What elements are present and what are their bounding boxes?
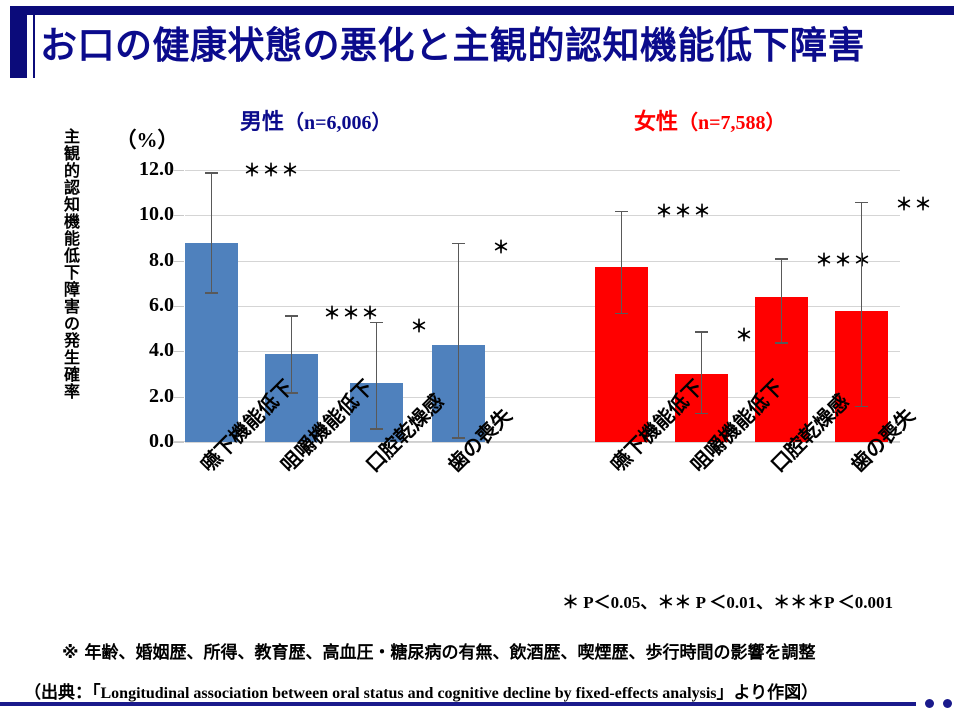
error-bar [290,315,293,393]
significance-marker: ＊ [410,316,430,336]
y-axis-tick [173,351,184,353]
chart-gridline [185,215,900,217]
source-note: （出典：「Longitudinal association between or… [24,678,818,703]
y-axis-tick-label: 6.0 [149,294,174,316]
chart-plot-area: ＊＊＊＊＊＊＊＊＊＊＊＊＊＊＊＊＊＊＊ [173,161,932,443]
significance-marker: ＊＊＊ [815,251,873,271]
error-bar-cap-lower [775,342,788,344]
error-bar-cap-lower [370,428,383,430]
y-axis-title: 主観的認知機能低下障害の発生確率 [63,127,80,401]
chart-gridline [185,306,900,307]
y-axis-tick-label: 8.0 [149,248,174,271]
error-bar-cap-lower [695,412,708,415]
error-bar [375,321,378,429]
chart-gridline [185,396,900,398]
chart-gridline [185,351,900,353]
p-value-legend: ＊ P＜0.05、＊＊ P ＜0.01、＊＊＊P ＜0.001 [562,593,894,612]
footer-dot-icon [925,699,934,708]
error-bar-cap-lower [615,312,628,315]
group-header-female-label: 女性 [634,110,679,135]
error-bar-cap-upper [205,172,218,174]
error-bar-cap-lower [855,405,868,408]
error-bar-cap-upper [452,242,465,245]
y-axis-tick [173,442,184,443]
footer-rule [0,702,916,706]
y-axis-tick [173,170,184,171]
source-prefix: （出典：「 [24,683,101,702]
page-title: お口の健康状態の悪化と主観的認知機能低下障害 [40,24,865,67]
error-bar-cap-lower [452,437,465,440]
footer-dot-icon [943,699,952,708]
y-axis-tick-label: 0.0 [149,430,174,452]
chart-gridline [185,442,900,443]
significance-marker: ＊＊＊ [655,201,713,221]
error-bar-cap-upper [775,258,788,260]
significance-marker: ＊＊＊ [243,161,301,181]
y-axis-unit-label: （%） [115,128,179,152]
y-axis-tick [173,215,184,217]
error-bar-cap-upper [615,210,628,213]
group-header-female-n: （n=7,588） [678,112,786,134]
y-axis-tick-label: 12.0 [139,158,174,180]
group-header-male-n: （n=6,006） [284,112,392,134]
y-axis-tick [173,396,184,398]
y-axis-tick-label: 2.0 [149,384,174,407]
title-left-accent-line [33,15,35,78]
error-bar-cap-lower [205,292,218,294]
group-header-female: 女性（n=7,588） [634,104,786,136]
y-axis-tick [173,306,184,307]
y-axis-tick [173,260,184,262]
error-bar [457,242,460,438]
significance-marker: ＊＊＊ [323,304,381,324]
significance-marker: ＊＊ [895,194,934,214]
y-axis-tick-label: 4.0 [149,339,174,362]
x-axis-baseline [173,441,900,442]
chart-gridline [185,260,900,262]
error-bar [780,258,783,343]
y-axis-tick-labels: 12.0 10.0 8.0 6.0 4.0 2.0 0.0 [108,158,174,452]
error-bar [620,210,623,313]
error-bar [700,330,703,413]
error-bar-cap-upper [855,201,868,204]
group-header-male-label: 男性 [240,110,285,135]
significance-marker: ＊ [492,237,512,257]
source-suffix: 」より作図） [716,683,819,702]
error-bar-cap-lower [285,392,298,394]
y-axis-tick-label: 10.0 [139,203,174,226]
adjustment-note: ※ 年齢、婚姻歴、所得、教育歴、高血圧・糖尿病の有無、飲酒歴、喫煙歴、歩行時間の… [62,643,816,663]
title-left-accent-bar [10,6,27,78]
error-bar [210,172,213,293]
error-bar-cap-upper [285,315,298,317]
title-top-rule [10,6,954,15]
error-bar-cap-upper [370,321,383,324]
chart-gridline [185,170,900,171]
error-bar-cap-upper [695,330,708,333]
source-title: Longitudinal association between oral st… [100,685,717,702]
group-header-male: 男性（n=6,006） [240,104,392,136]
error-bar [860,201,863,406]
